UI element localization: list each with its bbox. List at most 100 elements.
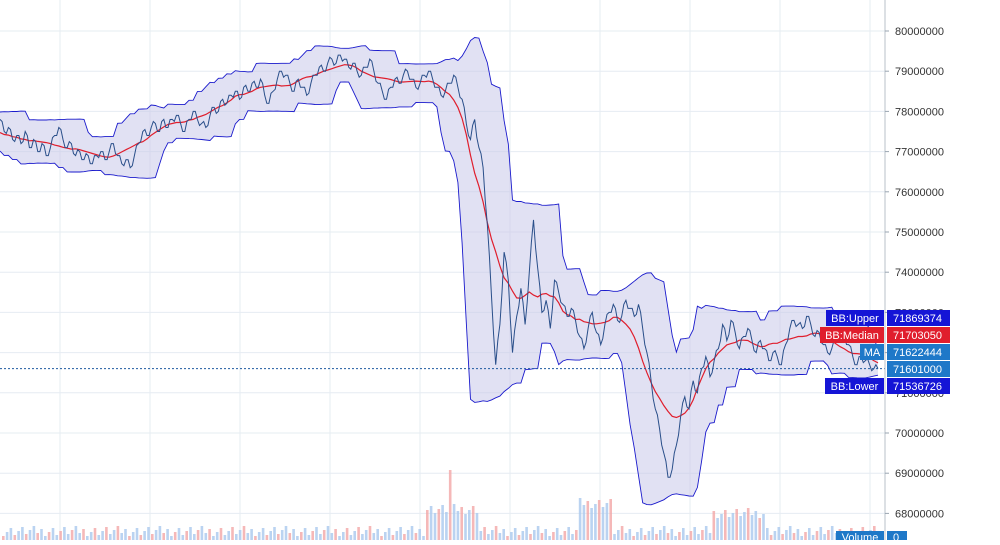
volume-bar bbox=[44, 536, 47, 540]
volume-bar bbox=[739, 516, 742, 540]
volume-bar bbox=[521, 531, 525, 540]
volume-bar bbox=[109, 534, 112, 540]
volume-bar bbox=[82, 529, 85, 540]
volume-bar bbox=[395, 531, 399, 540]
volume-bar bbox=[200, 526, 204, 540]
bb-upper-line bbox=[0, 37, 879, 354]
volume-bar bbox=[704, 526, 708, 540]
volume-bar bbox=[326, 526, 330, 540]
volume-bar bbox=[594, 504, 597, 540]
volume-bar bbox=[552, 532, 555, 540]
volume-bar bbox=[112, 530, 116, 540]
volume-bar bbox=[796, 529, 800, 540]
volume-bar bbox=[189, 527, 192, 540]
volume-bar bbox=[280, 530, 284, 540]
volume-bar bbox=[357, 527, 360, 540]
volume-bar bbox=[758, 518, 761, 540]
volume-bar bbox=[601, 507, 605, 540]
volume-bar bbox=[792, 533, 796, 540]
volume-bar bbox=[70, 530, 74, 540]
volume-bar bbox=[483, 527, 486, 540]
series-badge: BB:Lower 71536726 bbox=[825, 378, 950, 394]
volume-bar bbox=[231, 527, 234, 540]
volume-bar bbox=[406, 530, 410, 540]
badge-name: BB:Lower bbox=[831, 381, 879, 393]
volume-bar bbox=[788, 526, 792, 540]
volume-bar bbox=[17, 531, 20, 540]
volume-bar bbox=[716, 518, 719, 540]
volume-bar bbox=[162, 533, 165, 540]
volume-bar bbox=[288, 533, 292, 540]
volume-bar bbox=[242, 526, 246, 540]
price-axis[interactable]: 6800000069000000700000007100000072000000… bbox=[884, 0, 944, 540]
volume-bar bbox=[5, 532, 9, 540]
volume-bar bbox=[353, 531, 356, 540]
volume-bar bbox=[170, 536, 173, 540]
volume-bar bbox=[479, 531, 483, 540]
y-tick-label: 78000000 bbox=[895, 106, 944, 118]
badge-value-bg bbox=[887, 344, 950, 360]
volume-bar bbox=[777, 527, 781, 540]
chart-grid bbox=[0, 0, 885, 540]
volume-bar bbox=[781, 534, 784, 540]
badge-name-bg bbox=[820, 327, 884, 343]
volume-bar bbox=[811, 535, 815, 540]
y-tick-label: 69000000 bbox=[895, 468, 944, 480]
volume-bar bbox=[238, 530, 242, 540]
volume-bar bbox=[322, 530, 326, 540]
volume-bar bbox=[166, 529, 169, 540]
volume-bar bbox=[533, 530, 536, 540]
bollinger-band bbox=[0, 37, 878, 505]
volume-bar bbox=[689, 531, 693, 540]
volume-bar bbox=[555, 528, 559, 540]
badge-value-bg bbox=[887, 361, 950, 377]
volume-bar bbox=[345, 528, 349, 540]
volume-bar bbox=[559, 535, 563, 540]
series-badge: 71601000 bbox=[887, 361, 950, 377]
volume-bar bbox=[265, 535, 269, 540]
y-tick-label: 77000000 bbox=[895, 147, 944, 159]
y-tick-label: 74000000 bbox=[895, 267, 944, 279]
volume-bar bbox=[51, 528, 55, 540]
volume-bar bbox=[586, 501, 590, 540]
volume-bar bbox=[750, 515, 754, 540]
volume-bar bbox=[590, 508, 593, 540]
bb-lower-line bbox=[0, 81, 879, 506]
volume-bar bbox=[468, 510, 471, 540]
volume-bar bbox=[204, 533, 208, 540]
volume-bar bbox=[617, 530, 620, 540]
volume-bar bbox=[426, 510, 429, 540]
volume-badge: Volume 0 bbox=[836, 531, 907, 545]
volume-bar bbox=[40, 529, 43, 540]
volume-bar bbox=[762, 514, 765, 540]
badge-value: 71622444 bbox=[893, 347, 942, 359]
volume-bar bbox=[215, 532, 219, 540]
volume-bar bbox=[597, 500, 601, 540]
volume-bar bbox=[101, 531, 104, 540]
volume-bar bbox=[376, 529, 379, 540]
badge-name: BB:Median bbox=[825, 330, 879, 342]
volume-bar bbox=[647, 531, 651, 540]
series-lines bbox=[0, 37, 885, 506]
volume-bar bbox=[13, 535, 17, 540]
volume-bar bbox=[494, 526, 498, 540]
volume-bar bbox=[693, 527, 696, 540]
volume-bar bbox=[97, 535, 101, 540]
volume-bar bbox=[674, 536, 677, 540]
volume-bar bbox=[380, 536, 383, 540]
volume-bar bbox=[578, 498, 582, 540]
price-line bbox=[0, 54, 879, 478]
badge-value: 71703050 bbox=[893, 330, 942, 342]
volume-bar bbox=[727, 517, 731, 540]
volume-bar bbox=[517, 535, 521, 540]
badge-value: 71536726 bbox=[893, 381, 942, 393]
volume-bar bbox=[315, 527, 318, 540]
y-tick-label: 70000000 bbox=[895, 428, 944, 440]
volume-bar bbox=[659, 530, 662, 540]
volume-bar bbox=[510, 532, 513, 540]
volume-bar bbox=[475, 513, 479, 540]
volume-bar bbox=[124, 529, 127, 540]
volume-bar bbox=[529, 534, 532, 540]
